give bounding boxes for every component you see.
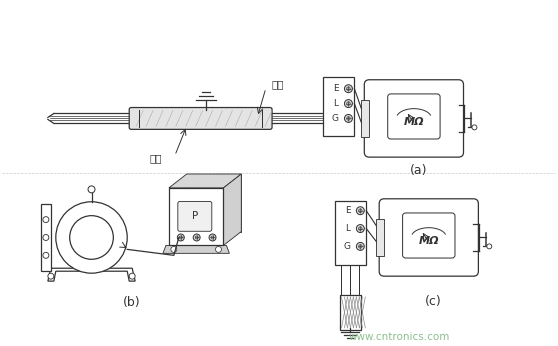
Circle shape [359, 245, 362, 248]
Circle shape [347, 117, 350, 120]
Text: L: L [345, 224, 350, 233]
FancyBboxPatch shape [364, 80, 464, 157]
Bar [376, 219, 384, 256]
Circle shape [56, 202, 127, 273]
Polygon shape [169, 174, 241, 188]
Text: 导线: 导线 [272, 79, 284, 89]
FancyBboxPatch shape [178, 201, 212, 231]
Bar [362, 100, 369, 137]
Text: G: G [331, 114, 339, 123]
Circle shape [215, 246, 222, 252]
Bar [187, 174, 241, 231]
Text: E: E [333, 84, 339, 93]
Circle shape [211, 236, 214, 239]
Bar [339, 295, 362, 330]
FancyBboxPatch shape [403, 213, 455, 258]
Text: G: G [343, 242, 350, 251]
Bar [335, 201, 366, 265]
Circle shape [344, 85, 353, 93]
Bar [323, 77, 354, 136]
Circle shape [177, 234, 184, 241]
Circle shape [43, 217, 49, 222]
FancyBboxPatch shape [129, 108, 272, 129]
Circle shape [43, 235, 49, 240]
Text: P: P [192, 211, 198, 221]
Circle shape [48, 273, 54, 279]
FancyBboxPatch shape [388, 94, 440, 139]
Text: (c): (c) [425, 295, 442, 308]
Text: (b): (b) [122, 297, 140, 309]
Text: (a): (a) [410, 164, 427, 176]
Circle shape [88, 186, 95, 193]
Circle shape [359, 227, 362, 230]
Circle shape [347, 102, 350, 105]
Circle shape [43, 252, 49, 258]
Text: 鈢管: 鈢管 [150, 153, 162, 163]
Circle shape [487, 244, 492, 249]
Circle shape [129, 273, 135, 279]
Circle shape [179, 236, 182, 239]
Circle shape [195, 236, 198, 239]
Circle shape [347, 87, 350, 90]
Circle shape [472, 125, 477, 130]
Text: MΩ: MΩ [403, 117, 424, 127]
Text: E: E [345, 206, 350, 215]
Circle shape [344, 115, 353, 122]
Polygon shape [163, 245, 229, 253]
Polygon shape [48, 268, 135, 281]
Circle shape [193, 234, 200, 241]
Circle shape [70, 216, 113, 259]
Circle shape [357, 243, 364, 251]
Bar [169, 188, 223, 245]
Circle shape [357, 225, 364, 233]
Circle shape [209, 234, 216, 241]
Text: MΩ: MΩ [418, 236, 439, 246]
Polygon shape [223, 174, 241, 245]
Circle shape [359, 209, 362, 212]
Bar [41, 204, 51, 271]
Text: www.cntronics.com: www.cntronics.com [348, 332, 450, 342]
Circle shape [357, 207, 364, 215]
Circle shape [344, 100, 353, 108]
Text: L: L [334, 99, 339, 108]
FancyBboxPatch shape [379, 199, 478, 276]
Circle shape [171, 246, 177, 252]
